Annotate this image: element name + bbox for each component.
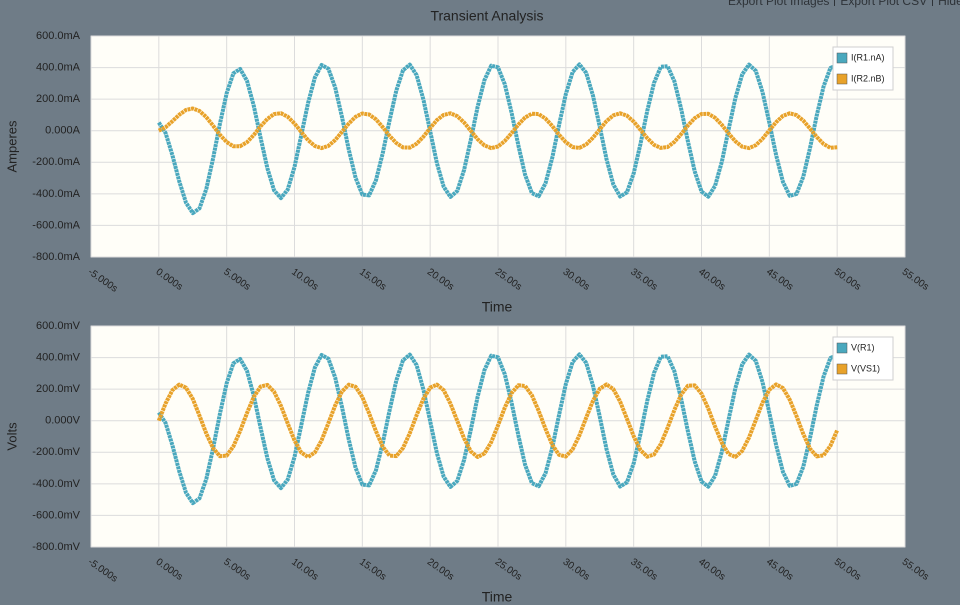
x-tick-label: 20.00s — [425, 267, 456, 293]
separator — [932, 0, 934, 6]
y-tick-label: 0.000A — [45, 125, 81, 137]
y-tick-label: 400.0mV — [36, 351, 81, 363]
series-line — [156, 382, 840, 459]
y-tick-label: -600.0mV — [32, 509, 80, 521]
legend-label: V(VS1) — [851, 363, 880, 373]
x-tick-label: 35.00s — [628, 557, 659, 583]
legend-label: V(R1) — [851, 342, 875, 352]
x-tick-label: 10.00s — [289, 557, 320, 583]
x-tick-label: 45.00s — [764, 267, 795, 293]
toolbar: Export Plot Images Export Plot CSV Hide — [728, 0, 960, 8]
x-tick-label: 55.00s — [900, 267, 931, 293]
y-tick-label: -200.0mA — [32, 156, 80, 168]
x-tick-label: 40.00s — [696, 267, 727, 293]
y-tick-label: 400.0mA — [36, 61, 81, 73]
x-tick-label: 50.00s — [832, 557, 863, 583]
x-tick-label: 45.00s — [764, 557, 795, 583]
x-tick-label: 30.00s — [561, 557, 592, 583]
y-tick-label: -400.0mV — [32, 478, 80, 490]
y-tick-label: -600.0mA — [32, 219, 80, 231]
separator — [834, 0, 836, 6]
x-tick-label: 10.00s — [289, 267, 320, 293]
y-tick-label: 600.0mV — [36, 320, 81, 332]
x-tick-label: 20.00s — [425, 557, 456, 583]
x-tick-label: 25.00s — [493, 267, 524, 293]
x-axis-title: Time — [482, 299, 513, 315]
legend-label: I(R1.nA) — [851, 52, 885, 62]
legend-swatch — [836, 363, 848, 375]
y-tick-label: -400.0mA — [32, 188, 80, 200]
x-tick-label: 15.00s — [357, 267, 388, 293]
x-tick-label: 35.00s — [628, 267, 659, 293]
y-tick-label: -800.0mV — [32, 541, 80, 553]
x-tick-label: 5.000s — [221, 267, 252, 293]
x-tick-label: 5.000s — [221, 557, 252, 583]
x-tick-label: -5.000s — [86, 557, 120, 585]
x-tick-label: 50.00s — [832, 267, 863, 293]
x-tick-label: 0.000s — [154, 557, 185, 583]
x-tick-label: 40.00s — [696, 557, 727, 583]
y-tick-label: -800.0mA — [32, 251, 80, 263]
x-tick-label: 55.00s — [900, 557, 931, 583]
series-line — [157, 106, 838, 151]
toolbar-link[interactable]: Export Plot Images — [728, 0, 830, 8]
y-tick-label: 200.0mV — [36, 383, 81, 395]
x-tick-label: 15.00s — [357, 557, 388, 583]
x-tick-label: 0.000s — [154, 267, 185, 293]
y-tick-label: 600.0mA — [36, 30, 81, 42]
toolbar-link[interactable]: Export Plot CSV — [840, 0, 928, 8]
y-axis-title: Amperes — [4, 120, 19, 173]
x-axis-title: Time — [482, 589, 513, 605]
chart-title: Transient Analysis — [430, 8, 543, 24]
series-line — [157, 62, 838, 216]
legend-swatch — [836, 73, 848, 85]
legend-swatch — [836, 342, 848, 354]
y-tick-label: 200.0mA — [36, 93, 81, 105]
legend-swatch — [836, 52, 848, 64]
toolbar-link[interactable]: Hide — [938, 0, 960, 8]
x-tick-label: 25.00s — [493, 557, 524, 583]
x-tick-label: 30.00s — [561, 267, 592, 293]
y-tick-label: 0.000V — [45, 415, 81, 427]
legend-label: I(R2.nB) — [851, 73, 885, 83]
y-axis-title: Volts — [4, 422, 19, 451]
x-tick-label: -5.000s — [86, 267, 120, 295]
y-tick-label: -200.0mV — [32, 446, 80, 458]
series-line — [157, 352, 838, 506]
